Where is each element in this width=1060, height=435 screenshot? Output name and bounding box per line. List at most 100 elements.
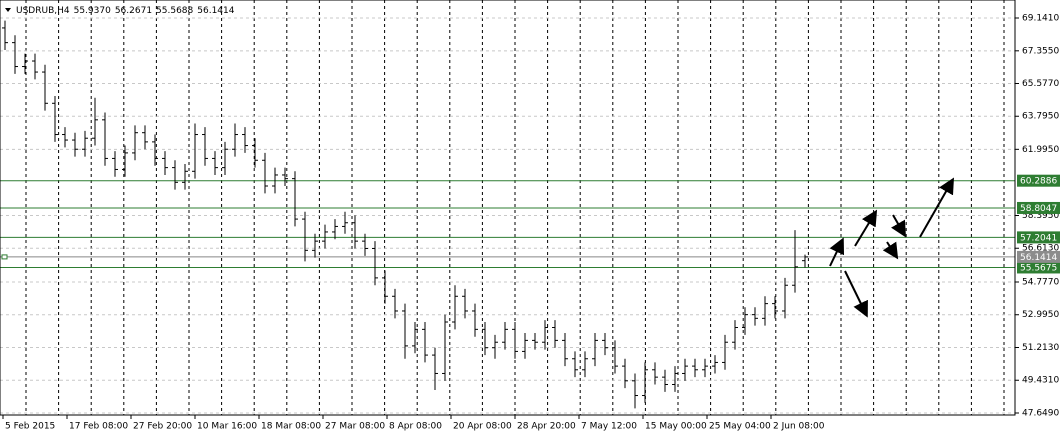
ohlc-bar xyxy=(732,320,738,350)
ohlc-bar xyxy=(542,320,548,350)
ohlc-bar xyxy=(762,296,768,326)
level-label: 55.5675 xyxy=(1020,263,1057,273)
ohlc-bar xyxy=(302,211,308,262)
ohlc-bar xyxy=(52,95,58,142)
ohlc-bar xyxy=(242,127,248,153)
x-tick-label: 20 Apr 08:00 xyxy=(453,422,512,432)
x-tick-label: 27 Mar 08:00 xyxy=(325,422,385,432)
price-axis: 69.1410 67.3550 65.5770 63.7950 61.9950 58.39… xyxy=(2,13,1060,432)
symbol: USDRUB,H4 xyxy=(16,6,70,16)
arrow xyxy=(882,241,899,260)
arrow xyxy=(844,270,868,318)
ohlc-bar xyxy=(482,322,488,356)
ohlc-bar xyxy=(32,53,38,80)
annotation-arrows xyxy=(829,177,954,318)
ohlc-bar xyxy=(62,127,68,148)
open-quote: 55.9370 xyxy=(74,6,111,16)
y-tick-label: 49.4310 xyxy=(1022,376,1059,386)
chart-header-text: USDRUB,H4 55.9370 56.2671 55.5688 56.1414 xyxy=(16,6,235,16)
y-tick-label: 65.5770 xyxy=(1022,79,1059,89)
y-tick-label: 54.7770 xyxy=(1022,277,1059,287)
ohlc-bar xyxy=(692,358,698,378)
ohlc-bar xyxy=(202,127,208,166)
x-tick-label: 28 Apr 20:00 xyxy=(517,422,576,432)
arrow xyxy=(854,209,878,247)
ohlc-bar xyxy=(642,362,648,403)
ohlc-bar xyxy=(392,288,398,319)
y-tick-label: 52.9950 xyxy=(1022,310,1059,320)
grid xyxy=(0,0,1015,415)
level-label: 60.2886 xyxy=(1020,177,1057,187)
x-tick-label: 25 May 04:00 xyxy=(709,422,771,432)
ohlc-bar xyxy=(782,277,788,319)
ohlc-bar xyxy=(502,322,508,350)
y-tick-label: 56.6130 xyxy=(1022,244,1059,254)
x-tick-label: 27 Feb 20:00 xyxy=(133,422,192,432)
ohlc-bar xyxy=(702,358,708,378)
ohlc-bar xyxy=(22,53,28,74)
y-tick-label: 61.9950 xyxy=(1022,145,1059,155)
ohlc-bar xyxy=(372,241,378,286)
ohlc-bar xyxy=(172,160,178,190)
low-quote: 55.5688 xyxy=(156,6,193,16)
ohlc-bar xyxy=(272,167,278,194)
ohlc-bar xyxy=(282,167,288,186)
level-label-box xyxy=(1017,201,1060,214)
plot-frame xyxy=(0,0,1016,416)
ohlc-bar xyxy=(772,296,778,319)
level-label: 57.2041 xyxy=(1020,233,1057,243)
y-tick-label: 58.3950 xyxy=(1022,211,1059,221)
arrow xyxy=(829,237,845,267)
current-price-label: 56.1414 xyxy=(1020,253,1057,263)
ohlc-bar xyxy=(472,303,478,337)
ohlc-bar xyxy=(412,322,418,354)
ohlc-bar xyxy=(622,358,628,389)
y-tick-label: 47.6490 xyxy=(1022,408,1059,418)
ohlc-bar xyxy=(552,320,558,348)
ohlc-bar xyxy=(572,351,578,378)
ohlc-bar xyxy=(342,211,348,234)
ohlc-bar xyxy=(672,366,678,392)
ohlc-bar xyxy=(332,219,338,240)
ohlc-bar xyxy=(562,333,568,367)
ohlc-bar xyxy=(402,303,408,359)
ohlc-bar xyxy=(212,151,218,175)
x-tick-label: 8 Apr 08:00 xyxy=(389,422,442,432)
high-quote: 56.2671 xyxy=(115,6,152,16)
ohlc-bar xyxy=(252,138,258,168)
ohlc-bar xyxy=(112,151,118,177)
ohlc-bar xyxy=(152,134,158,166)
arrow xyxy=(891,214,907,238)
levels xyxy=(0,180,1015,268)
price-bars xyxy=(2,20,808,409)
ohlc-bar xyxy=(682,358,688,381)
level-label-box xyxy=(1017,231,1060,244)
ohlc-bar xyxy=(592,333,598,367)
level-label-box xyxy=(1017,261,1060,274)
ohlc-bar xyxy=(92,97,98,146)
close-quote: 56.1414 xyxy=(197,6,234,16)
x-tick-label: 2 Jun 08:00 xyxy=(773,422,825,432)
ohlc-bar xyxy=(142,125,148,150)
ohlc-bar xyxy=(222,141,228,175)
ohlc-bar xyxy=(512,322,518,359)
ohlc-bar xyxy=(162,151,168,175)
y-tick-label: 67.3550 xyxy=(1022,46,1059,56)
ohlc-bar xyxy=(652,362,658,385)
x-tick-label: 17 Feb 08:00 xyxy=(69,422,128,432)
level-handle xyxy=(1,254,8,260)
ohlc-bar xyxy=(352,215,358,249)
header-icon xyxy=(5,8,11,12)
x-tick-label: 5 Feb 2015 xyxy=(5,422,55,432)
ohlc-bar xyxy=(722,334,728,370)
ohlc-bar xyxy=(492,334,498,359)
y-tick-label: 51.2130 xyxy=(1022,343,1059,353)
ohlc-bar xyxy=(72,132,78,157)
ohlc-bar xyxy=(362,233,368,256)
ohlc-bar xyxy=(322,224,328,249)
ohlc-bar xyxy=(712,355,718,374)
ohlc-bar xyxy=(522,333,528,359)
ohlc-bar xyxy=(132,125,138,161)
